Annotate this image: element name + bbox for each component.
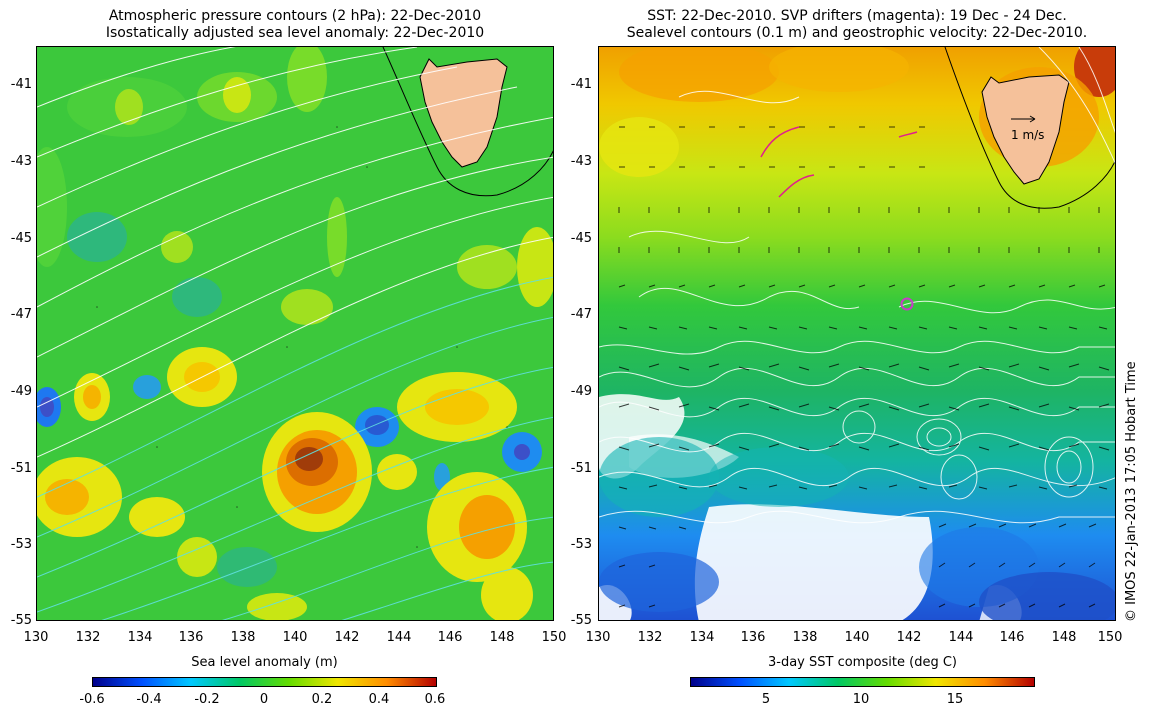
- lon-tick: 136: [740, 630, 766, 645]
- lat-tick: -51: [10, 461, 32, 476]
- lon-tick: 144: [386, 630, 412, 645]
- lat-tick: -53: [10, 537, 32, 552]
- colorbar-tick: 0.2: [311, 692, 333, 707]
- lon-tick: 142: [896, 630, 922, 645]
- lon-tick: 134: [127, 630, 153, 645]
- lon-tick: 138: [792, 630, 818, 645]
- sst-map: 1 m/s: [599, 47, 1115, 620]
- colorbar-tick: 15: [946, 692, 964, 707]
- lon-tick: 130: [23, 630, 49, 645]
- colorbar-tick: -0.4: [136, 692, 162, 707]
- lon-tick: 148: [489, 630, 515, 645]
- lat-tick: -45: [10, 231, 32, 246]
- geostrophic-velocity-arrows: [618, 126, 1110, 608]
- lon-tick: 140: [282, 630, 308, 645]
- colorbar-tick: 0.4: [368, 692, 390, 707]
- lat-tick: -51: [570, 461, 592, 476]
- lat-tick: -47: [570, 307, 592, 322]
- right-colorbar-title: 3-day SST composite (deg C): [767, 655, 958, 670]
- colorbar-tick: 0.6: [424, 692, 446, 707]
- lon-tick: 150: [1097, 630, 1123, 645]
- lon-tick: 138: [230, 630, 256, 645]
- colorbar-tick: -0.2: [194, 692, 220, 707]
- lon-tick: 144: [948, 630, 974, 645]
- lon-tick: 132: [637, 630, 663, 645]
- colorbar-tick: -0.6: [79, 692, 105, 707]
- right-map-panel: 1 m/s: [598, 46, 1116, 621]
- lon-tick: 148: [1051, 630, 1077, 645]
- lat-tick: -47: [10, 307, 32, 322]
- lon-tick: 140: [844, 630, 870, 645]
- svp-drifter-tracks: [760, 126, 918, 198]
- left-map-panel: [36, 46, 554, 621]
- colorbar-tick: 0: [259, 692, 269, 707]
- left-colorbar-title: Sea level anomaly (m): [191, 655, 338, 670]
- left-title-line2: Isostatically adjusted sea level anomaly…: [105, 25, 485, 41]
- right-title-line1: SST: 22-Dec-2010. SVP drifters (magenta)…: [647, 8, 1067, 24]
- left-title: Atmospheric pressure contours (2 hPa): 2…: [36, 8, 554, 42]
- colorbar-tick: 10: [852, 692, 870, 707]
- lon-tick: 146: [437, 630, 463, 645]
- lon-tick: 136: [178, 630, 204, 645]
- drifter-position-marker: [900, 297, 914, 311]
- right-colorbar: [690, 677, 1035, 687]
- lon-tick: 150: [541, 630, 567, 645]
- imos-credit: © IMOS 22-Jan-2013 17:05 Hobart Time: [1124, 361, 1139, 622]
- lat-tick: -53: [570, 537, 592, 552]
- lat-tick: -43: [570, 154, 592, 169]
- lat-tick: -55: [10, 613, 32, 628]
- lat-tick: -49: [10, 384, 32, 399]
- lon-tick: 130: [585, 630, 611, 645]
- left-title-line1: Atmospheric pressure contours (2 hPa): 2…: [108, 8, 482, 24]
- lon-tick: 142: [334, 630, 360, 645]
- colorbar-tick: 5: [761, 692, 771, 707]
- left-colorbar: [92, 677, 437, 687]
- lat-tick: -55: [570, 613, 592, 628]
- lon-tick: 132: [75, 630, 101, 645]
- right-title-line2: Sealevel contours (0.1 m) and geostrophi…: [626, 25, 1088, 41]
- velocity-scale-label: 1 m/s: [1011, 128, 1044, 142]
- sea-level-anomaly-map: [37, 47, 553, 620]
- lat-tick: -41: [570, 77, 592, 92]
- lon-tick: 134: [689, 630, 715, 645]
- lat-tick: -43: [10, 154, 32, 169]
- lat-tick: -45: [570, 231, 592, 246]
- lat-tick: -49: [570, 384, 592, 399]
- lat-tick: -41: [10, 77, 32, 92]
- right-title: SST: 22-Dec-2010. SVP drifters (magenta)…: [598, 8, 1116, 42]
- lon-tick: 146: [999, 630, 1025, 645]
